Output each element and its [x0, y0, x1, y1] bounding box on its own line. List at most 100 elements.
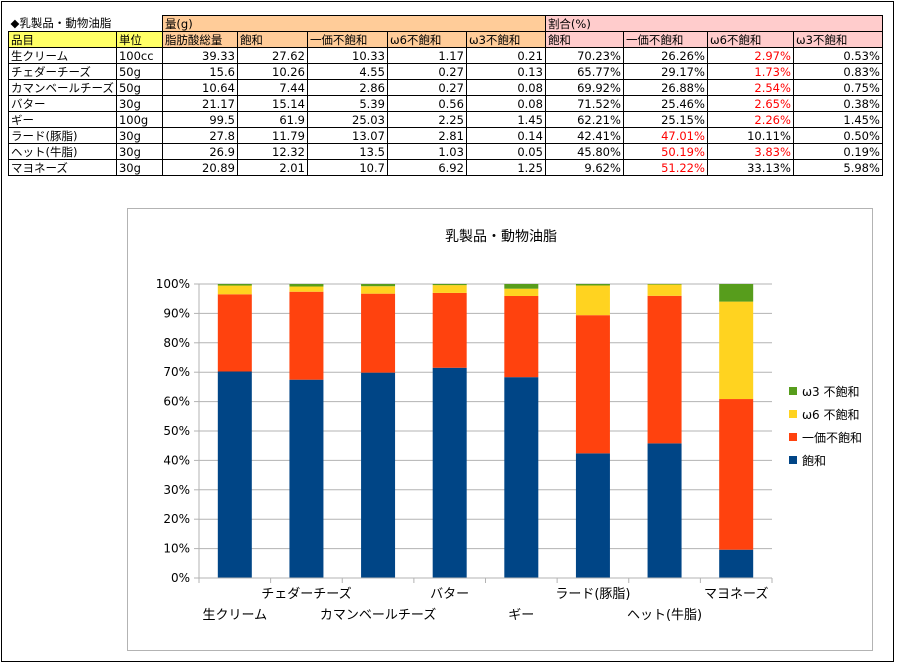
- cell-total[interactable]: 26.9: [161, 143, 238, 160]
- cell-w3[interactable]: 0.05: [465, 143, 546, 160]
- cell-total[interactable]: 99.5: [161, 111, 238, 128]
- cell-p-w3[interactable]: 1.45%: [792, 111, 883, 128]
- cell-unit[interactable]: 100g: [115, 111, 163, 128]
- cell-total[interactable]: 27.8: [161, 127, 238, 144]
- cell-w3[interactable]: 1.25: [465, 159, 546, 176]
- cell-unit[interactable]: 50g: [115, 79, 163, 96]
- cell-w6[interactable]: 6.92: [386, 159, 467, 176]
- cell-unit[interactable]: 50g: [115, 63, 163, 80]
- cell-sat[interactable]: 2.01: [236, 159, 308, 176]
- cell-sat[interactable]: 61.9: [236, 111, 308, 128]
- col-header-w3[interactable]: ω3不飽和: [465, 31, 546, 48]
- cell-p-mono[interactable]: 47.01%: [622, 127, 708, 144]
- cell-sat[interactable]: 15.14: [236, 95, 308, 112]
- cell-p-mono[interactable]: 26.88%: [622, 79, 708, 96]
- cell-w3[interactable]: 0.13: [465, 63, 546, 80]
- col-header-sat[interactable]: 飽和: [236, 31, 308, 48]
- cell-mono[interactable]: 2.86: [306, 79, 388, 96]
- col-header-item[interactable]: 品目: [8, 31, 117, 48]
- cell-total[interactable]: 39.33: [161, 47, 238, 64]
- col-header-unit[interactable]: 単位: [115, 31, 163, 48]
- cell-w3[interactable]: 1.45: [465, 111, 546, 128]
- cell-w6[interactable]: 0.27: [386, 63, 467, 80]
- cell-mono[interactable]: 5.39: [306, 95, 388, 112]
- cell-p-sat[interactable]: 9.62%: [544, 159, 624, 176]
- ratio-group-header[interactable]: 割合(%): [544, 15, 883, 32]
- cell-name[interactable]: 生クリーム: [8, 47, 117, 64]
- cell-mono[interactable]: 4.55: [306, 63, 388, 80]
- cell-total[interactable]: 21.17: [161, 95, 238, 112]
- cell-total[interactable]: 15.6: [161, 63, 238, 80]
- col-header-p-w3[interactable]: ω3不飽和: [792, 31, 883, 48]
- cell-p-mono[interactable]: 25.15%: [622, 111, 708, 128]
- cell-p-w6[interactable]: 2.54%: [706, 79, 794, 96]
- cell-name[interactable]: カマンベールチーズ: [8, 79, 117, 96]
- cell-sat[interactable]: 12.32: [236, 143, 308, 160]
- cell-p-w6[interactable]: 1.73%: [706, 63, 794, 80]
- cell-unit[interactable]: 30g: [115, 159, 163, 176]
- cell-p-mono[interactable]: 26.26%: [622, 47, 708, 64]
- cell-name[interactable]: ギー: [8, 111, 117, 128]
- cell-mono[interactable]: 10.7: [306, 159, 388, 176]
- cell-w6[interactable]: 2.25: [386, 111, 467, 128]
- cell-p-w3[interactable]: 5.98%: [792, 159, 883, 176]
- cell-w6[interactable]: 0.56: [386, 95, 467, 112]
- cell-sat[interactable]: 27.62: [236, 47, 308, 64]
- cell-p-mono[interactable]: 29.17%: [622, 63, 708, 80]
- cell-p-w3[interactable]: 0.19%: [792, 143, 883, 160]
- cell-p-w3[interactable]: 0.75%: [792, 79, 883, 96]
- col-header-p-w6[interactable]: ω6不飽和: [706, 31, 794, 48]
- cell-name[interactable]: マヨネーズ: [8, 159, 117, 176]
- cell-unit[interactable]: 100cc: [115, 47, 163, 64]
- cell-name[interactable]: バター: [8, 95, 117, 112]
- cell-total[interactable]: 20.89: [161, 159, 238, 176]
- col-header-p-mono[interactable]: 一価不飽和: [622, 31, 708, 48]
- cell-p-w6[interactable]: 2.97%: [706, 47, 794, 64]
- cell-name[interactable]: ラード(豚脂): [8, 127, 117, 144]
- cell-w3[interactable]: 0.08: [465, 95, 546, 112]
- cell-p-w3[interactable]: 0.50%: [792, 127, 883, 144]
- cell-p-w6[interactable]: 10.11%: [706, 127, 794, 144]
- amount-group-header[interactable]: 量(g): [161, 15, 546, 32]
- cell-p-sat[interactable]: 71.52%: [544, 95, 624, 112]
- cell-mono[interactable]: 10.33: [306, 47, 388, 64]
- cell-p-sat[interactable]: 62.21%: [544, 111, 624, 128]
- cell-w6[interactable]: 2.81: [386, 127, 467, 144]
- cell-sat[interactable]: 11.79: [236, 127, 308, 144]
- cell-p-sat[interactable]: 45.80%: [544, 143, 624, 160]
- cell-p-sat[interactable]: 69.92%: [544, 79, 624, 96]
- cell-p-w6[interactable]: 2.26%: [706, 111, 794, 128]
- col-header-total[interactable]: 脂肪酸総量: [161, 31, 238, 48]
- cell-p-w6[interactable]: 2.65%: [706, 95, 794, 112]
- chart-area[interactable]: 乳製品・動物油脂 0% 10% 20% 30% 40% 50% 60% 70% 80% 90% 100…: [127, 208, 873, 651]
- cell-p-w3[interactable]: 0.53%: [792, 47, 883, 64]
- cell-p-w3[interactable]: 0.38%: [792, 95, 883, 112]
- cell-p-w3[interactable]: 0.83%: [792, 63, 883, 80]
- cell-sat[interactable]: 7.44: [236, 79, 308, 96]
- cell-name[interactable]: ヘット(牛脂): [8, 143, 117, 160]
- cell-mono[interactable]: 25.03: [306, 111, 388, 128]
- cell-name[interactable]: チェダーチーズ: [8, 63, 117, 80]
- cell-mono[interactable]: 13.07: [306, 127, 388, 144]
- cell-p-sat[interactable]: 65.77%: [544, 63, 624, 80]
- cell-w3[interactable]: 0.21: [465, 47, 546, 64]
- cell-p-sat[interactable]: 42.41%: [544, 127, 624, 144]
- cell-w3[interactable]: 0.08: [465, 79, 546, 96]
- cell-mono[interactable]: 13.5: [306, 143, 388, 160]
- col-header-mono[interactable]: 一価不飽和: [306, 31, 388, 48]
- cell-p-mono[interactable]: 51.22%: [622, 159, 708, 176]
- cell-unit[interactable]: 30g: [115, 143, 163, 160]
- col-header-w6[interactable]: ω6不飽和: [386, 31, 467, 48]
- cell-p-mono[interactable]: 25.46%: [622, 95, 708, 112]
- cell-w6[interactable]: 1.03: [386, 143, 467, 160]
- cell-p-w6[interactable]: 33.13%: [706, 159, 794, 176]
- col-header-p-sat[interactable]: 飽和: [544, 31, 624, 48]
- cell-unit[interactable]: 30g: [115, 95, 163, 112]
- cell-p-mono[interactable]: 50.19%: [622, 143, 708, 160]
- cell-p-w6[interactable]: 3.83%: [706, 143, 794, 160]
- cell-sat[interactable]: 10.26: [236, 63, 308, 80]
- cell-w3[interactable]: 0.14: [465, 127, 546, 144]
- cell-w6[interactable]: 1.17: [386, 47, 467, 64]
- cell-total[interactable]: 10.64: [161, 79, 238, 96]
- cell-p-sat[interactable]: 70.23%: [544, 47, 624, 64]
